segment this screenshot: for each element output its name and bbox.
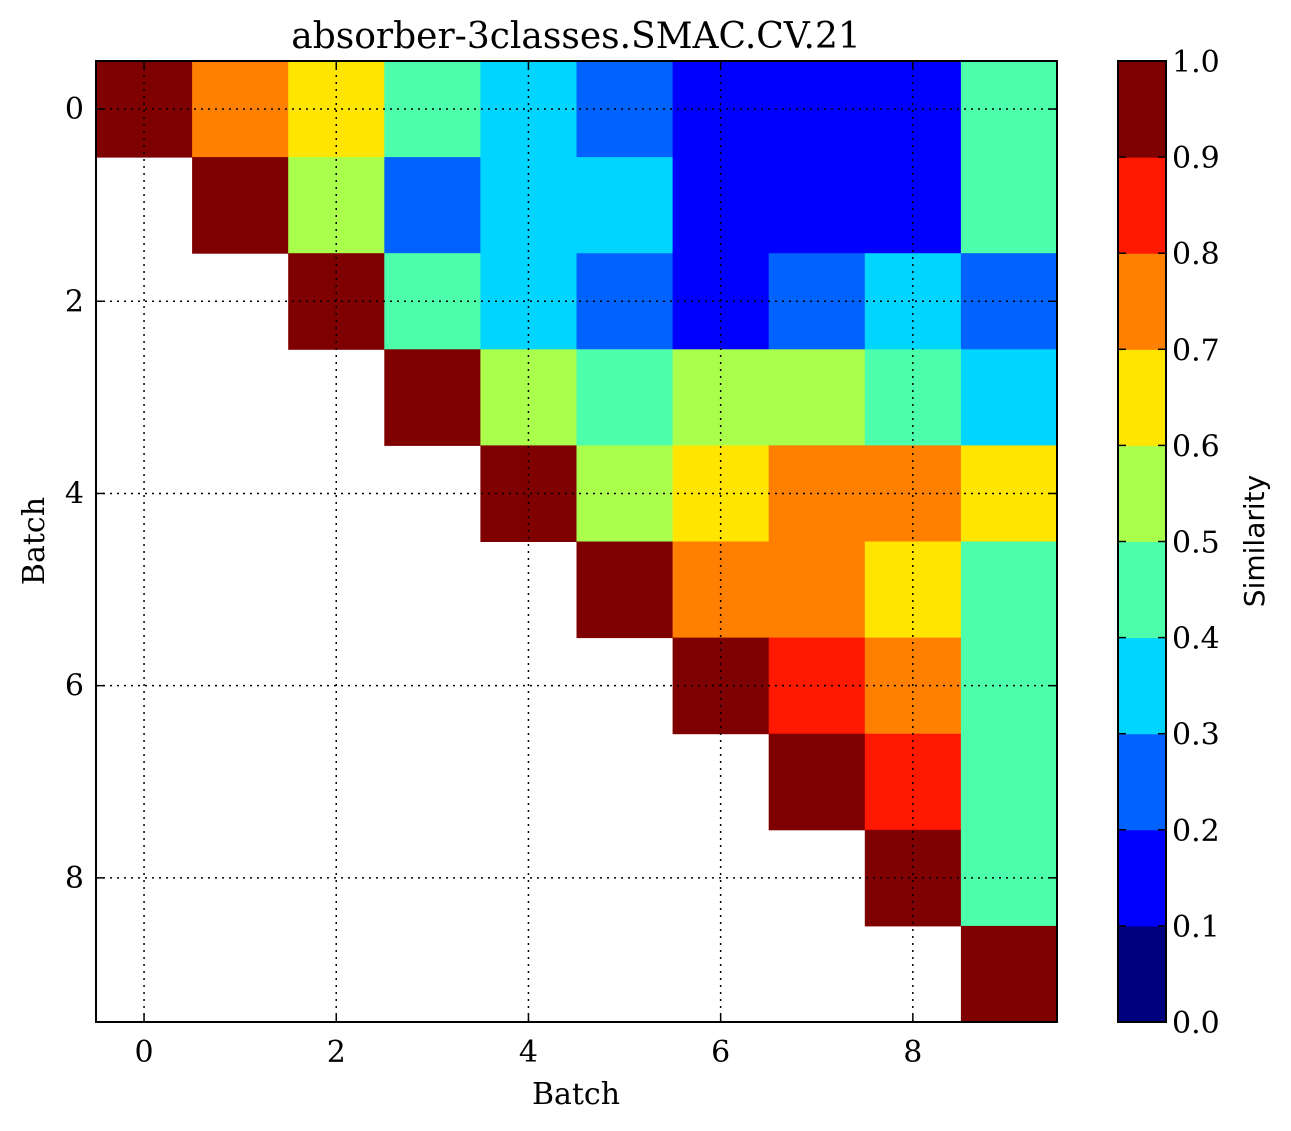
heatmap-cell xyxy=(768,541,866,639)
heatmap-cell xyxy=(96,61,193,158)
heatmap-cell xyxy=(864,829,962,927)
heatmap-cell xyxy=(960,349,1058,446)
colorbar-tick-label: 0.6 xyxy=(1172,429,1220,464)
colorbar-segment xyxy=(1118,349,1166,446)
heatmap-cell xyxy=(864,541,962,639)
y-tick-label: 4 xyxy=(65,476,84,511)
y-axis-label: Batch xyxy=(17,497,52,585)
colorbar-tick-label: 0.5 xyxy=(1172,526,1220,561)
y-tick-label: 6 xyxy=(65,669,84,704)
colorbar-segment xyxy=(1118,253,1166,350)
heatmap-cell xyxy=(768,733,866,831)
heatmap-cell xyxy=(960,157,1058,254)
colorbar-tick-label: 0.0 xyxy=(1172,1006,1220,1041)
colorbar-tick-label: 0.7 xyxy=(1172,333,1220,368)
heatmap-cell xyxy=(576,61,674,158)
colorbar-tick-label: 0.8 xyxy=(1172,237,1220,272)
heatmap-cell xyxy=(864,157,962,254)
heatmap-cell xyxy=(960,253,1058,350)
heatmap-cell xyxy=(288,61,385,158)
x-tick-label: 2 xyxy=(327,1035,346,1070)
chart-title: absorber-3classes.SMAC.CV.21 xyxy=(291,16,861,57)
heatmap-cell xyxy=(864,445,962,542)
heatmap-cell xyxy=(384,157,481,254)
x-tick-label: 0 xyxy=(135,1035,154,1070)
heatmap-cell xyxy=(960,829,1058,927)
heatmap-cells xyxy=(96,61,1058,1023)
colorbar-segment xyxy=(1118,925,1166,1023)
heatmap-cell xyxy=(960,637,1058,735)
y-tick-label: 8 xyxy=(65,861,84,896)
heatmap-cell xyxy=(480,445,577,542)
x-axis-ticks: 0 2 4 6 8 xyxy=(135,61,922,1070)
heatmap-cell xyxy=(288,157,385,254)
heatmap-cell xyxy=(576,253,674,350)
colorbar-tick-label: 0.3 xyxy=(1172,718,1220,753)
heatmap-cell xyxy=(960,61,1058,158)
heatmap-cell xyxy=(480,157,577,254)
heatmap-cell xyxy=(960,733,1058,831)
heatmap-cell xyxy=(192,157,289,254)
colorbar-segment xyxy=(1118,829,1166,927)
colorbar-segment xyxy=(1118,733,1166,831)
heatmap-cell xyxy=(384,349,481,446)
colorbar-segment xyxy=(1118,157,1166,254)
colorbar-segment xyxy=(1118,61,1166,158)
heatmap-cell xyxy=(576,541,674,639)
colorbar-tick-label: 0.4 xyxy=(1172,622,1220,657)
colorbar-label: Similarity xyxy=(1238,475,1271,607)
y-axis-ticks: 0 2 4 6 8 xyxy=(65,92,1057,896)
heatmap-cell xyxy=(672,157,770,254)
x-tick-label: 6 xyxy=(711,1035,730,1070)
colorbar-tick-label: 1.0 xyxy=(1172,45,1220,80)
heatmap-cell xyxy=(672,541,770,639)
x-axis-label: Batch xyxy=(532,1077,620,1112)
plot-frame xyxy=(95,60,1058,1023)
heatmap-cell xyxy=(768,157,866,254)
colorbar-segment xyxy=(1118,445,1166,542)
heatmap-cell xyxy=(960,445,1058,542)
y-tick-label: 2 xyxy=(65,284,84,319)
colorbar-tick-label: 0.1 xyxy=(1172,910,1220,945)
heatmap-cell xyxy=(960,925,1058,1023)
heatmap-cell xyxy=(288,253,385,350)
colorbar-segment xyxy=(1118,541,1166,639)
colorbar-tick-label: 0.9 xyxy=(1172,141,1220,176)
colorbar xyxy=(1118,61,1166,1023)
heatmap-cell xyxy=(768,349,866,446)
colorbar-segment xyxy=(1118,637,1166,735)
heatmap-cell xyxy=(576,445,674,542)
heatmap-cell xyxy=(192,61,289,158)
x-tick-label: 8 xyxy=(903,1035,922,1070)
heatmap-cell xyxy=(576,157,674,254)
colorbar-ticks: 0.0 0.1 0.2 0.3 0.4 0.5 0.6 0.7 0.8 0.9 1.0 xyxy=(1118,45,1220,1041)
heatmap-cell xyxy=(960,541,1058,639)
x-tick-label: 4 xyxy=(519,1035,538,1070)
colorbar-tick-label: 0.2 xyxy=(1172,814,1220,849)
y-tick-label: 0 xyxy=(65,92,84,127)
heatmap-cell xyxy=(576,349,674,446)
